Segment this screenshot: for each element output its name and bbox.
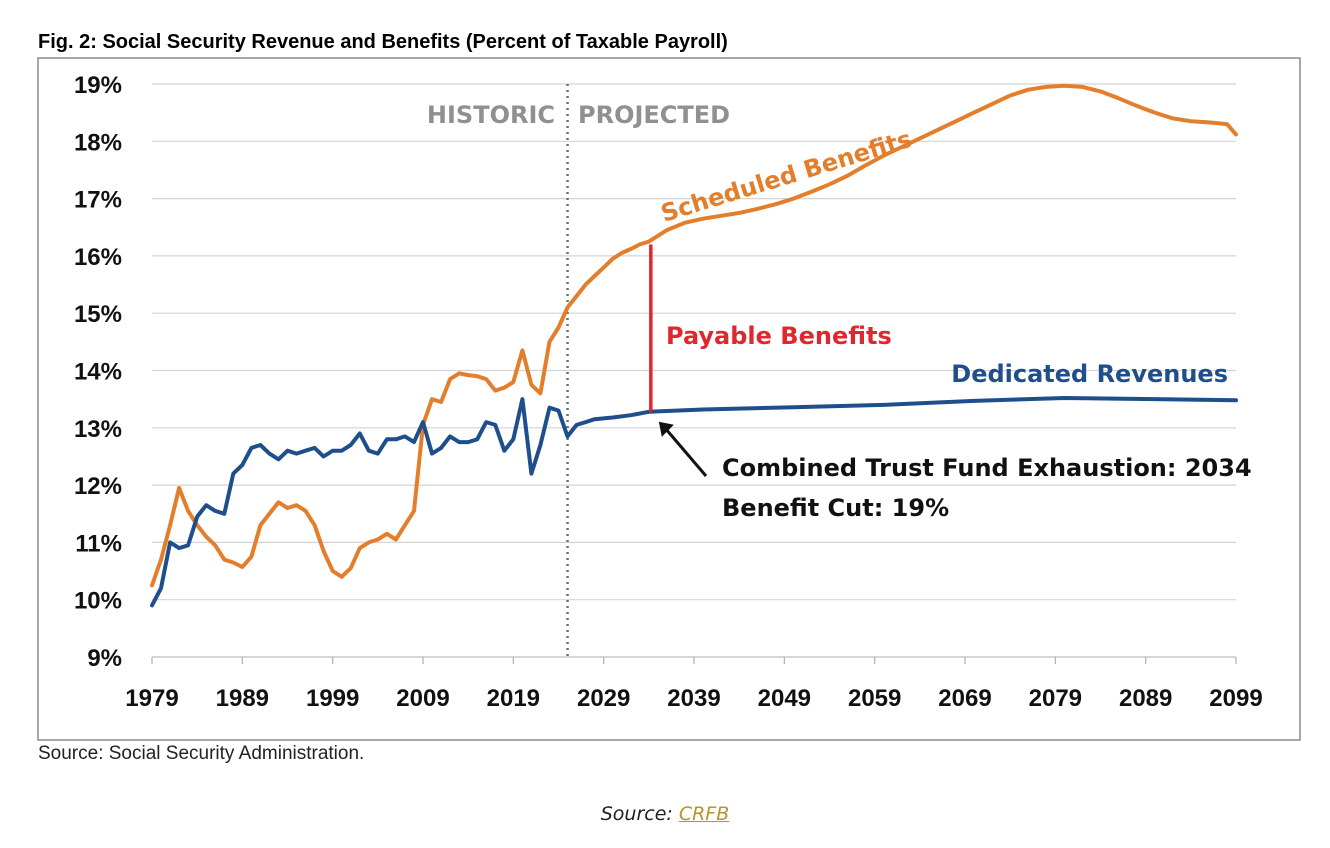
x-tick-label: 2089 — [1119, 685, 1172, 712]
historic-label: HISTORIC — [427, 101, 555, 129]
y-tick-label: 15% — [74, 301, 122, 328]
exhaustion-arrow-shaft — [663, 426, 708, 477]
y-tick-label: 10% — [74, 588, 122, 615]
x-tick-label: 1979 — [125, 685, 178, 712]
x-tick-label: 2069 — [938, 685, 991, 712]
x-tick-label: 2049 — [758, 685, 811, 712]
x-tick-label: 2059 — [848, 685, 901, 712]
y-tick-label: 16% — [74, 244, 122, 271]
x-tick-label: 2019 — [487, 685, 540, 712]
figure-source-note: Source: Social Security Administration. — [38, 743, 365, 764]
x-tick-label: 2079 — [1029, 685, 1082, 712]
scheduled-benefits-line — [150, 83, 1238, 588]
page-caption: Source: CRFB — [0, 803, 1330, 825]
figure-title: Fig. 2: Social Security Revenue and Bene… — [38, 31, 728, 53]
x-tick-label: 2029 — [577, 685, 630, 712]
projected-label: PROJECTED — [578, 101, 730, 129]
caption-source-link[interactable]: CRFB — [678, 803, 730, 825]
grid-lines — [152, 83, 1236, 601]
caption-prefix: Source: — [600, 803, 679, 825]
y-tick-label: 17% — [74, 187, 122, 214]
y-tick-label: 18% — [74, 129, 122, 156]
exhaustion-arrow-head — [658, 421, 674, 437]
x-tick-label: 1999 — [306, 685, 359, 712]
series-lines — [150, 83, 1238, 608]
y-tick-label: 19% — [74, 72, 122, 99]
exhaustion-annotation-line2: Benefit Cut: 19% — [722, 494, 949, 522]
historic-projected-divider: HISTORIC PROJECTED — [427, 84, 730, 657]
x-tick-label: 1989 — [216, 685, 269, 712]
dedicated-revenues-label: Dedicated Revenues — [951, 360, 1228, 388]
x-tick-label: 2099 — [1209, 685, 1262, 712]
exhaustion-annotation-line1: Combined Trust Fund Exhaustion: 2034 — [722, 454, 1252, 482]
x-tick-label: 2039 — [667, 685, 720, 712]
y-tick-label: 14% — [74, 359, 122, 386]
x-tick-label: 2009 — [396, 685, 449, 712]
y-tick-label: 11% — [75, 530, 122, 557]
y-tick-label: 9% — [87, 645, 122, 672]
chart: 9% 10% 11% 12% 13% 14% 15% 16% 17% 18% 19% 1979 1989… — [37, 57, 1301, 741]
axes: 9% 10% 11% 12% 13% 14% 15% 16% 17% 18% 19% 1979 1989… — [74, 72, 1263, 712]
payable-benefits-label: Payable Benefits — [666, 322, 892, 350]
y-tick-label: 12% — [74, 473, 122, 500]
dedicated-revenues-line — [150, 396, 1238, 608]
y-tick-label: 13% — [74, 416, 122, 443]
